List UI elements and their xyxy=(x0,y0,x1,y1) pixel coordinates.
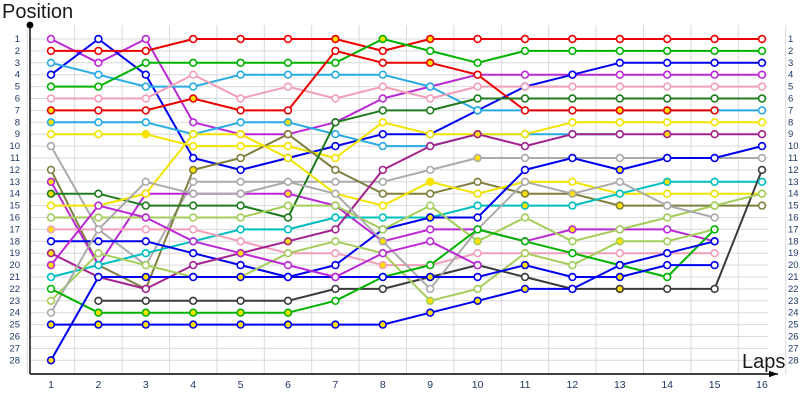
svg-text:13: 13 xyxy=(788,177,799,188)
svg-text:1: 1 xyxy=(788,34,793,45)
svg-text:24: 24 xyxy=(9,308,20,319)
svg-text:9: 9 xyxy=(427,379,433,391)
svg-text:22: 22 xyxy=(788,284,799,295)
svg-text:3: 3 xyxy=(788,58,793,69)
svg-text:9: 9 xyxy=(788,129,793,140)
svg-text:1: 1 xyxy=(15,34,20,45)
svg-text:28: 28 xyxy=(9,355,20,366)
svg-text:15: 15 xyxy=(788,201,799,212)
svg-text:16: 16 xyxy=(756,379,768,391)
svg-text:21: 21 xyxy=(788,272,799,283)
svg-text:2: 2 xyxy=(15,46,20,57)
svg-text:13: 13 xyxy=(614,379,626,391)
svg-text:5: 5 xyxy=(15,82,20,93)
svg-text:17: 17 xyxy=(788,224,799,235)
svg-text:19: 19 xyxy=(9,248,20,259)
svg-text:8: 8 xyxy=(788,117,793,128)
svg-text:26: 26 xyxy=(9,332,20,343)
svg-text:2: 2 xyxy=(788,46,793,57)
svg-text:10: 10 xyxy=(788,141,799,152)
svg-text:25: 25 xyxy=(788,320,799,331)
svg-text:5: 5 xyxy=(788,82,793,93)
svg-text:11: 11 xyxy=(10,153,20,164)
svg-text:27: 27 xyxy=(788,343,799,354)
svg-text:23: 23 xyxy=(788,296,799,307)
svg-text:4: 4 xyxy=(15,70,20,81)
svg-text:10: 10 xyxy=(9,141,20,152)
svg-text:24: 24 xyxy=(788,308,799,319)
svg-text:22: 22 xyxy=(9,284,20,295)
svg-text:6: 6 xyxy=(788,94,793,105)
svg-text:15: 15 xyxy=(9,201,20,212)
svg-text:7: 7 xyxy=(332,379,338,391)
svg-text:14: 14 xyxy=(9,189,20,200)
svg-text:7: 7 xyxy=(788,105,793,116)
svg-text:15: 15 xyxy=(709,379,721,391)
svg-text:20: 20 xyxy=(9,260,20,271)
svg-text:12: 12 xyxy=(788,165,799,176)
svg-text:17: 17 xyxy=(9,224,20,235)
svg-text:7: 7 xyxy=(15,105,20,116)
svg-text:28: 28 xyxy=(788,355,799,366)
svg-text:6: 6 xyxy=(285,379,291,391)
svg-text:9: 9 xyxy=(15,129,20,140)
svg-text:26: 26 xyxy=(788,332,799,343)
svg-text:14: 14 xyxy=(661,379,673,391)
svg-text:19: 19 xyxy=(788,248,799,259)
svg-text:11: 11 xyxy=(788,153,798,164)
svg-text:3: 3 xyxy=(143,379,149,391)
svg-text:27: 27 xyxy=(9,343,20,354)
svg-text:16: 16 xyxy=(9,213,20,224)
svg-text:4: 4 xyxy=(788,70,793,81)
svg-text:10: 10 xyxy=(472,379,484,391)
svg-text:18: 18 xyxy=(788,236,799,247)
svg-text:6: 6 xyxy=(15,94,20,105)
svg-text:8: 8 xyxy=(380,379,386,391)
svg-text:25: 25 xyxy=(9,320,20,331)
svg-text:4: 4 xyxy=(190,379,196,391)
svg-text:13: 13 xyxy=(9,177,20,188)
svg-text:16: 16 xyxy=(788,213,799,224)
svg-text:12: 12 xyxy=(9,165,20,176)
svg-text:3: 3 xyxy=(15,58,20,69)
svg-text:21: 21 xyxy=(9,272,20,283)
svg-text:1: 1 xyxy=(48,379,54,391)
svg-text:5: 5 xyxy=(238,379,244,391)
svg-text:20: 20 xyxy=(788,260,799,271)
svg-text:14: 14 xyxy=(788,189,799,200)
svg-text:8: 8 xyxy=(15,117,20,128)
svg-text:23: 23 xyxy=(9,296,20,307)
svg-text:2: 2 xyxy=(95,379,101,391)
svg-text:18: 18 xyxy=(9,236,20,247)
svg-text:11: 11 xyxy=(520,379,531,391)
svg-text:12: 12 xyxy=(567,379,579,391)
